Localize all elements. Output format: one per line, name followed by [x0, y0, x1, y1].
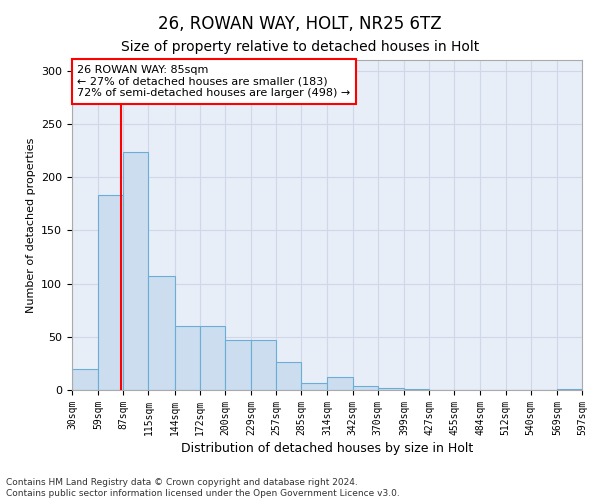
Y-axis label: Number of detached properties: Number of detached properties: [26, 138, 35, 312]
Bar: [378, 388, 404, 390]
Bar: [353, 386, 378, 390]
Bar: [328, 377, 353, 390]
Bar: [276, 362, 301, 390]
Text: Contains HM Land Registry data © Crown copyright and database right 2024.
Contai: Contains HM Land Registry data © Crown c…: [6, 478, 400, 498]
Bar: [72, 368, 98, 390]
Bar: [301, 382, 328, 390]
Bar: [123, 152, 148, 390]
Bar: [557, 389, 582, 390]
X-axis label: Distribution of detached houses by size in Holt: Distribution of detached houses by size …: [181, 442, 473, 455]
Text: 26 ROWAN WAY: 85sqm
← 27% of detached houses are smaller (183)
72% of semi-detac: 26 ROWAN WAY: 85sqm ← 27% of detached ho…: [77, 65, 350, 98]
Bar: [404, 389, 429, 390]
Text: 26, ROWAN WAY, HOLT, NR25 6TZ: 26, ROWAN WAY, HOLT, NR25 6TZ: [158, 15, 442, 33]
Bar: [251, 340, 276, 390]
Bar: [200, 326, 225, 390]
Bar: [148, 276, 175, 390]
Bar: [225, 340, 251, 390]
Bar: [175, 326, 200, 390]
Bar: [98, 195, 123, 390]
Text: Size of property relative to detached houses in Holt: Size of property relative to detached ho…: [121, 40, 479, 54]
